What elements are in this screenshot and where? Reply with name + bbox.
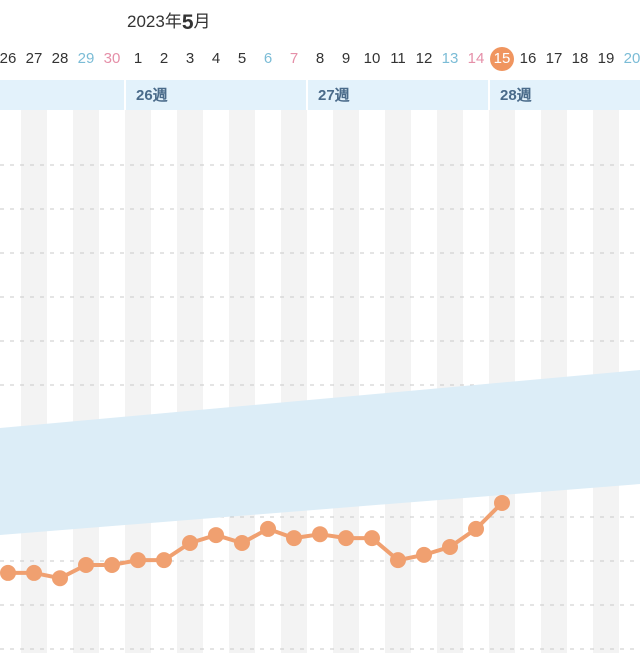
day-label: 7	[290, 50, 298, 67]
day-stripe	[177, 110, 203, 653]
month: 5	[182, 11, 194, 34]
day-stripe	[281, 110, 307, 653]
day-label: 6	[264, 50, 272, 67]
weight-point	[182, 534, 198, 551]
day-label: 2	[160, 50, 168, 67]
week-label: 27週	[318, 87, 350, 104]
day-label: 9	[342, 50, 350, 67]
day-stripe	[333, 110, 359, 653]
grid	[0, 164, 640, 650]
month-suffix: 月	[194, 12, 211, 31]
plot	[0, 494, 510, 587]
week-label: 28週	[500, 87, 532, 104]
day-stripe	[385, 110, 411, 653]
day-stripes	[21, 110, 619, 653]
weight-point	[416, 546, 432, 563]
day-label: 3	[186, 50, 194, 67]
weight-point	[78, 556, 94, 573]
day-label: 5	[238, 50, 246, 67]
weight-point	[260, 520, 276, 537]
month-header: 2023年5月	[127, 11, 211, 34]
days: 26 27 28 29 30 1 2 3 4 5 6 7 8 9 10 11 12 13 14 15 16 17 18 19 2…	[0, 47, 640, 71]
day-label: 27	[26, 50, 43, 67]
day-label: 19	[598, 50, 615, 67]
day-stripe	[229, 110, 255, 653]
weight-point	[338, 530, 354, 547]
day-label: 15	[494, 50, 511, 67]
weight-point	[312, 526, 328, 543]
weight-point	[364, 530, 380, 547]
weight-point	[208, 527, 224, 544]
day-label: 29	[78, 50, 95, 67]
day-label: 4	[212, 50, 220, 67]
day-stripe	[21, 110, 47, 653]
year: 2023年	[127, 12, 182, 31]
day-stripe	[125, 110, 151, 653]
day-label: 8	[316, 50, 324, 67]
day-stripe	[437, 110, 463, 653]
weight-point	[494, 494, 510, 511]
day-label: 13	[442, 50, 459, 67]
day-label: 14	[468, 50, 485, 67]
day-label: 1	[134, 50, 142, 67]
day-label: 20	[624, 50, 640, 67]
week-label: 26週	[136, 87, 168, 104]
day-label: 18	[572, 50, 589, 67]
weeks: 26週 27週 28週	[124, 80, 532, 110]
weight-point	[234, 534, 250, 551]
weight-point	[26, 564, 42, 581]
day-label: 28	[52, 50, 69, 67]
recommended-range	[0, 370, 640, 535]
weight-point	[130, 552, 146, 569]
today-marker	[490, 47, 514, 71]
weight-point	[156, 552, 172, 569]
weight-point	[104, 556, 120, 573]
day-label: 16	[520, 50, 537, 67]
weight-point	[390, 552, 406, 569]
day-label: 10	[364, 50, 381, 67]
day-stripe	[489, 110, 515, 653]
weight-point	[286, 530, 302, 547]
day-label: 11	[390, 50, 406, 67]
week-bar	[0, 80, 640, 110]
weight-point	[52, 570, 68, 587]
weight-point	[0, 564, 16, 581]
weight-point	[442, 538, 458, 555]
day-label: 17	[546, 50, 563, 67]
weight-point	[468, 520, 484, 537]
day-label: 12	[416, 50, 433, 67]
day-label: 26	[0, 50, 16, 67]
day-label: 30	[104, 50, 121, 67]
